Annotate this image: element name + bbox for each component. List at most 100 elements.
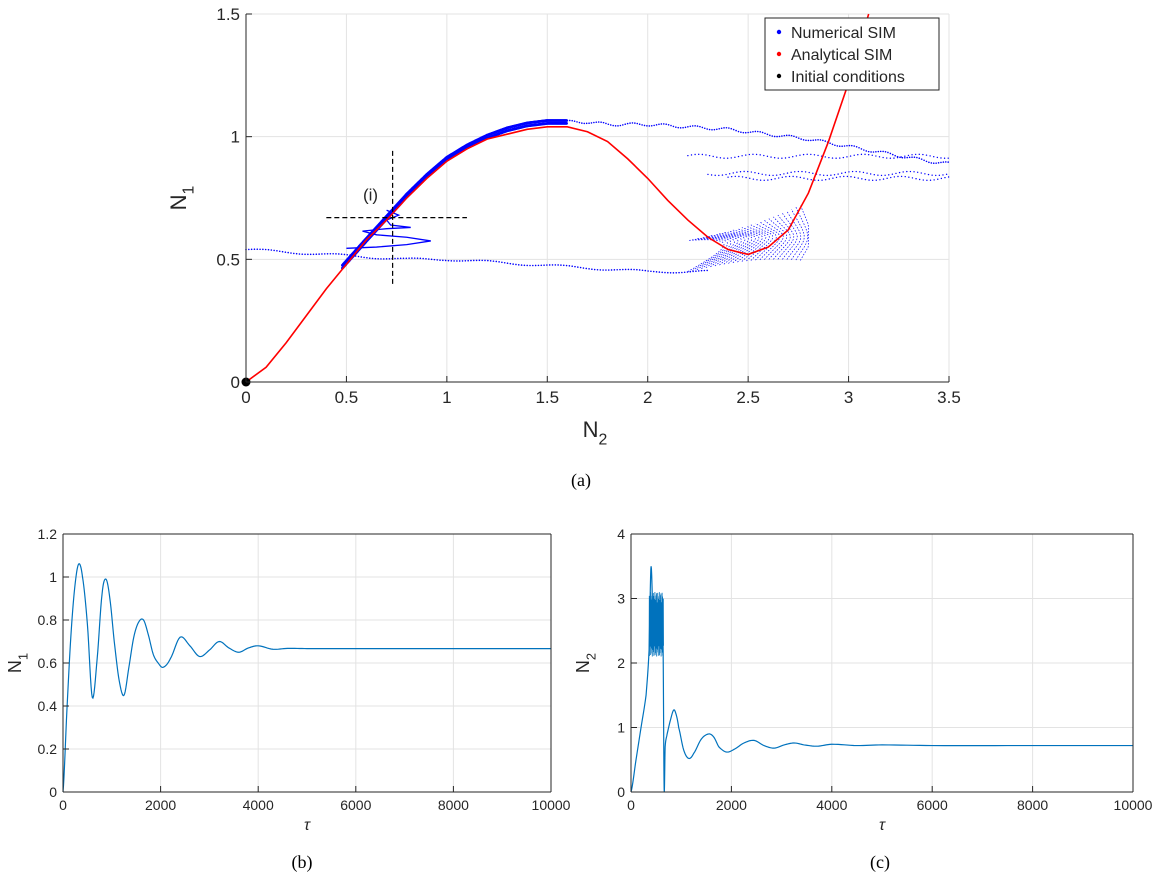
series-noise bbox=[648, 592, 664, 657]
numerical-sim-point bbox=[571, 119, 573, 122]
numerical-sim-point bbox=[915, 178, 917, 180]
numerical-sim-point bbox=[866, 172, 868, 174]
numerical-sim-point bbox=[839, 176, 841, 178]
numerical-sim-point bbox=[918, 157, 921, 159]
numerical-sim-point bbox=[540, 264, 543, 267]
numerical-sim-point bbox=[781, 157, 783, 159]
numerical-sim-point bbox=[309, 253, 312, 256]
numerical-sim-point bbox=[689, 125, 692, 128]
numerical-sim-point bbox=[756, 130, 759, 133]
numerical-sim-point bbox=[706, 128, 708, 130]
numerical-sim-point bbox=[944, 176, 946, 179]
numerical-sim-point bbox=[597, 121, 600, 123]
cluster-trace bbox=[705, 236, 739, 269]
x-tick-label: 1 bbox=[442, 388, 451, 407]
numerical-sim-point bbox=[683, 271, 686, 274]
numerical-sim-point bbox=[805, 139, 807, 142]
numerical-sim-point bbox=[335, 253, 337, 255]
numerical-sim-point bbox=[619, 268, 621, 271]
numerical-sim-point bbox=[647, 270, 649, 272]
numerical-sim-point bbox=[942, 174, 944, 176]
numerical-sim-point bbox=[835, 157, 837, 159]
y-tick-label: 0.4 bbox=[38, 698, 58, 714]
numerical-sim-point bbox=[886, 157, 888, 159]
numerical-sim-point bbox=[920, 172, 922, 174]
numerical-sim-point bbox=[761, 173, 763, 175]
numerical-sim-point bbox=[681, 271, 683, 274]
numerical-sim-point bbox=[908, 156, 911, 159]
numerical-sim-point bbox=[784, 157, 787, 159]
numerical-sim-point bbox=[904, 156, 906, 159]
numerical-sim-point bbox=[461, 260, 464, 262]
numerical-sim-point bbox=[613, 269, 616, 271]
numerical-sim-point bbox=[741, 176, 744, 178]
numerical-sim-point bbox=[599, 269, 602, 271]
numerical-sim-point bbox=[742, 131, 745, 134]
numerical-sim-point bbox=[677, 126, 680, 129]
numerical-sim-point bbox=[481, 259, 484, 262]
numerical-sim-point bbox=[862, 171, 865, 174]
cluster-trace bbox=[755, 223, 777, 261]
cluster-trace bbox=[732, 229, 760, 264]
numerical-sim-point bbox=[682, 126, 684, 129]
numerical-sim-point bbox=[799, 176, 802, 179]
numerical-sim-point bbox=[792, 175, 794, 178]
numerical-sim-point bbox=[831, 157, 834, 159]
numerical-sim-point bbox=[749, 177, 751, 180]
numerical-sim-point bbox=[703, 269, 706, 272]
numerical-sim-point bbox=[711, 128, 713, 131]
numerical-sim-point bbox=[402, 257, 405, 260]
numerical-sim-point bbox=[756, 179, 758, 181]
numerical-sim-point bbox=[745, 176, 747, 179]
y-tick-label: 1 bbox=[231, 128, 240, 147]
numerical-sim-point bbox=[338, 253, 340, 255]
numerical-sim-point bbox=[748, 153, 751, 156]
numerical-sim-point bbox=[906, 170, 908, 173]
numerical-sim-point bbox=[585, 122, 588, 125]
numerical-sim-point bbox=[869, 173, 872, 175]
numerical-sim-point bbox=[287, 251, 289, 254]
numerical-sim-point bbox=[901, 156, 904, 159]
numerical-sim-point bbox=[721, 174, 724, 176]
numerical-sim-point bbox=[935, 174, 937, 177]
numerical-sim-point bbox=[416, 257, 419, 259]
numerical-sim-point bbox=[810, 139, 812, 142]
numerical-sim-point bbox=[526, 264, 528, 267]
numerical-sim-point bbox=[804, 171, 807, 173]
numerical-sim-point bbox=[458, 260, 461, 262]
numerical-sim-point bbox=[728, 127, 730, 129]
numerical-sim-point bbox=[382, 258, 385, 260]
numerical-sim-point bbox=[713, 128, 716, 131]
numerical-sim-point bbox=[884, 174, 886, 176]
numerical-sim-point bbox=[578, 121, 581, 124]
numerical-sim-point bbox=[750, 171, 753, 173]
legend-marker bbox=[776, 51, 782, 57]
numerical-sim-point bbox=[864, 178, 867, 181]
x-tick-label: 0 bbox=[59, 797, 67, 813]
numerical-sim-point bbox=[444, 259, 447, 262]
x-tick-label: 10000 bbox=[532, 797, 571, 813]
numerical-sim-point bbox=[945, 173, 948, 176]
numerical-sim-point bbox=[565, 264, 568, 267]
numerical-sim-point bbox=[933, 179, 935, 181]
numerical-sim-point bbox=[568, 265, 571, 267]
y-tick-label: 0 bbox=[49, 784, 57, 800]
numerical-sim-point bbox=[843, 175, 845, 178]
numerical-sim-point bbox=[371, 257, 374, 260]
numerical-sim-point bbox=[732, 172, 734, 174]
numerical-sim-point bbox=[947, 157, 949, 159]
numerical-sim-point bbox=[667, 123, 670, 126]
numerical-sim-point bbox=[850, 144, 853, 147]
numerical-sim-point bbox=[304, 253, 306, 256]
y-tick-label: 2 bbox=[617, 655, 625, 671]
x-tick-label: 3.5 bbox=[937, 388, 961, 407]
numerical-sim-point bbox=[712, 155, 714, 158]
numerical-sim-point bbox=[629, 122, 631, 124]
numerical-sim-point bbox=[520, 264, 523, 266]
numerical-sim-point bbox=[835, 176, 838, 179]
numerical-sim-point bbox=[785, 176, 787, 178]
y-tick-label: 1.2 bbox=[38, 526, 58, 542]
numerical-sim-point bbox=[933, 156, 935, 158]
numerical-sim-point bbox=[492, 260, 495, 262]
x-tick-label: 2.5 bbox=[736, 388, 760, 407]
